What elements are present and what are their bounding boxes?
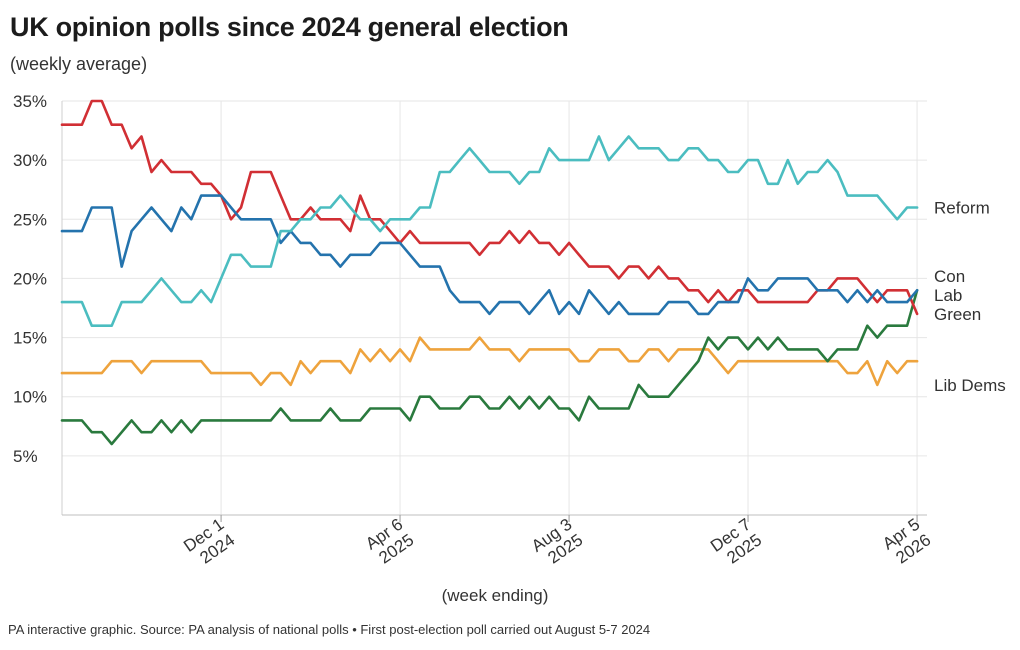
series-line-green xyxy=(60,288,919,446)
series-label-con: Con xyxy=(934,267,965,286)
gridlines xyxy=(62,100,927,515)
x-axis-label: (week ending) xyxy=(442,586,549,605)
series-line-con xyxy=(60,194,919,316)
y-tick-label: 5% xyxy=(13,447,38,466)
chart-subtitle: (weekly average) xyxy=(10,54,148,74)
series-label-lib-dems: Lib Dems xyxy=(934,376,1006,395)
series-line-lab xyxy=(60,99,919,316)
y-tick-label: 15% xyxy=(13,329,47,348)
series-label-reform: Reform xyxy=(934,198,990,217)
y-tick-label: 35% xyxy=(13,92,47,111)
series-line-lib-dems xyxy=(60,336,919,387)
y-tick-label: 30% xyxy=(13,151,47,170)
y-tick-label: 25% xyxy=(13,210,47,229)
axes xyxy=(61,101,927,522)
y-tick-label: 10% xyxy=(13,388,47,407)
series-lines xyxy=(60,99,919,446)
y-tick-labels: 5% 10% 15% 20% 25% 30% 35% xyxy=(13,92,47,466)
series-label-green: Green xyxy=(934,305,981,324)
series-label-lab: Lab xyxy=(934,286,962,305)
series-line-reform xyxy=(60,135,919,328)
chart-title: UK opinion polls since 2024 general elec… xyxy=(10,12,569,42)
y-tick-label: 20% xyxy=(13,269,47,288)
source-footer: PA interactive graphic. Source: PA analy… xyxy=(8,622,651,637)
